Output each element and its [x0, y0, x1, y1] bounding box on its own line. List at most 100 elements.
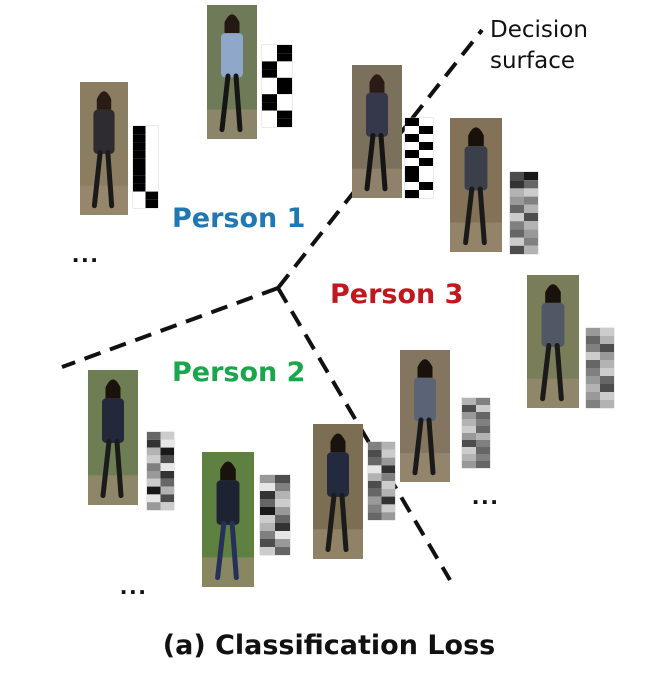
feature-code-cell: [381, 481, 395, 489]
feature-code-cell: [275, 507, 290, 515]
feature-code-cell: [147, 502, 161, 510]
person-torso: [221, 33, 243, 78]
feature-code-cell: [419, 190, 433, 198]
feature-code-cell: [160, 471, 174, 479]
feature-code-cell: [586, 360, 600, 368]
feature-code-cell: [368, 473, 382, 481]
feature-code-cell: [405, 182, 419, 190]
feature-code-cell: [524, 180, 538, 189]
feature-code-cell: [524, 237, 538, 246]
feature-code-cell: [277, 86, 292, 95]
feature-code-cell: [262, 110, 277, 119]
person-torso: [541, 302, 565, 347]
feature-code-cell: [381, 473, 395, 481]
feature-code-cell: [133, 150, 146, 159]
feature-code-cell: [275, 475, 290, 483]
feature-code-cell: [133, 199, 146, 208]
person-torso: [216, 480, 240, 525]
feature-code-cell: [600, 392, 614, 400]
feature-code-cell: [462, 419, 476, 426]
feature-code-cell: [524, 188, 538, 197]
feature-code-cell: [133, 183, 146, 192]
feature-code-cell: [262, 53, 277, 62]
feature-code-cell: [586, 344, 600, 352]
feature-code-cell: [147, 455, 161, 464]
feature-code-cell: [462, 447, 476, 454]
feature-code-cell: [419, 126, 433, 134]
person-hair: [96, 91, 112, 110]
feature-code-cell: [462, 398, 476, 405]
feature-code-cell: [476, 454, 490, 461]
feature-code-cell: [600, 384, 614, 392]
feature-code-cell: [476, 447, 490, 454]
feature-code-cell: [368, 488, 382, 497]
feature-code-cell: [419, 142, 433, 150]
person-leg-right: [554, 342, 564, 402]
feature-code-cell: [275, 491, 290, 499]
photo-ground: [450, 222, 502, 252]
photo-ground: [207, 109, 257, 139]
person-leg-left: [219, 73, 231, 133]
feature-code-cell: [405, 150, 419, 158]
sample-person-2: [88, 370, 175, 511]
feature-code-cell: [510, 213, 524, 222]
feature-code-cell: [133, 134, 146, 143]
feature-code-cell: [260, 539, 275, 547]
feature-code-cell: [277, 61, 292, 70]
feature-code-cell: [600, 376, 614, 384]
feature-code-cell: [147, 463, 161, 471]
feature-code-cell: [462, 426, 476, 433]
feature-code-cell: [277, 94, 292, 103]
feature-code-cell: [260, 531, 275, 539]
feature-code-cell: [368, 457, 382, 466]
photo-ground: [80, 185, 128, 215]
feature-code-cell: [260, 515, 275, 523]
feature-code-cell: [524, 204, 538, 213]
feature-code-cell: [262, 45, 277, 54]
decision-boundary-left: [61, 286, 279, 369]
feature-code-cell: [277, 53, 292, 62]
feature-code-cell: [160, 432, 174, 440]
feature-code-cell: [262, 94, 277, 103]
feature-code-cell: [368, 496, 382, 505]
sample-group: [80, 5, 615, 587]
sample-person-1: [352, 65, 434, 199]
photo-ground: [400, 452, 450, 482]
feature-code-cell: [260, 491, 275, 499]
feature-code-cell: [510, 237, 524, 246]
feature-code-cell: [600, 400, 614, 408]
feature-code-cell: [462, 454, 476, 461]
feature-code-cell: [145, 191, 158, 200]
feature-code-cell: [275, 547, 290, 555]
feature-code-cell: [368, 465, 382, 474]
feature-code-cell: [260, 475, 275, 483]
feature-code-cell: [145, 158, 158, 167]
feature-code-cell: [510, 204, 524, 213]
feature-code-cell: [381, 496, 395, 505]
feature-code-cell: [586, 328, 600, 336]
feature-code-cell: [419, 182, 433, 190]
figure-caption: (a) Classification Loss: [162, 630, 496, 661]
sample-person-1: [207, 5, 293, 139]
feature-code-cell: [476, 461, 490, 468]
feature-code-cell: [160, 494, 174, 503]
feature-code-cell: [462, 433, 476, 440]
person-leg-left: [91, 149, 103, 209]
feature-code-cell: [160, 447, 174, 456]
person-leg-left: [412, 417, 424, 476]
feature-code-cell: [262, 69, 277, 78]
feature-code-cell: [368, 442, 382, 450]
feature-code-cell: [476, 433, 490, 440]
feature-code-strip: [585, 327, 615, 409]
feature-code-cell: [381, 457, 395, 466]
feature-code-cell: [586, 384, 600, 392]
feature-code-cell: [145, 183, 158, 192]
feature-code-cell: [260, 523, 275, 531]
feature-code-cell: [600, 360, 614, 368]
feature-code-cell: [419, 118, 433, 126]
person-torso: [93, 109, 115, 154]
feature-code-cell: [147, 486, 161, 495]
feature-code-cell: [476, 426, 490, 433]
person-leg-right: [477, 186, 487, 246]
feature-code-cell: [275, 531, 290, 539]
